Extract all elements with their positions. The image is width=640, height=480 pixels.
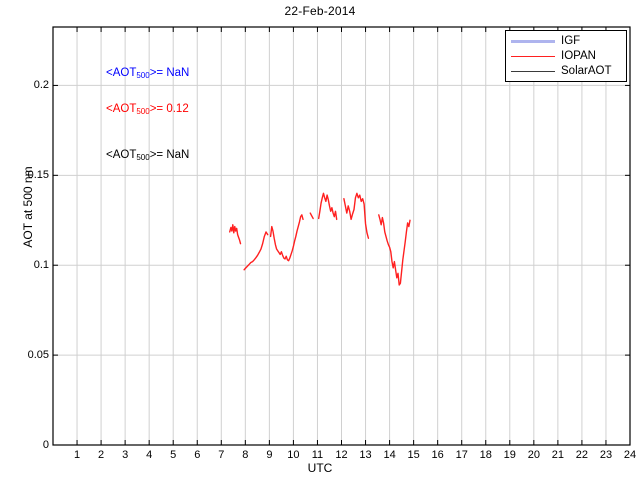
y-tick-0.05: 0.05 xyxy=(27,349,49,362)
x-tick-12: 12 xyxy=(335,449,348,461)
x-tick-8: 8 xyxy=(242,449,249,461)
x-tick-7: 7 xyxy=(218,449,225,461)
x-tick-4: 4 xyxy=(146,449,153,461)
x-tick-20: 20 xyxy=(527,449,540,461)
x-tick-22: 22 xyxy=(575,449,589,461)
annotation-igf-mean: <AOT500>= NaN xyxy=(106,67,190,80)
legend-swatch-solaraot-icon xyxy=(511,71,555,72)
legend-item-iopan[interactable]: IOPAN xyxy=(506,49,626,64)
x-tick-17: 17 xyxy=(455,449,468,461)
x-tick-14: 14 xyxy=(383,449,396,461)
series-iopan-segment-1 xyxy=(243,231,269,271)
x-tick-5: 5 xyxy=(170,449,177,461)
x-tick-9: 9 xyxy=(266,449,273,461)
series-iopan-segment-4 xyxy=(317,192,338,221)
annotation-solaraot-mean: <AOT500>= NaN xyxy=(106,149,190,162)
x-tick-3: 3 xyxy=(122,449,129,461)
x-tick-1: 1 xyxy=(73,449,81,461)
series-iopan-segment-0 xyxy=(229,224,242,245)
series-iopan-segment-3 xyxy=(309,212,314,220)
y-tick-0.15: 0.15 xyxy=(27,169,49,182)
x-tick-19: 19 xyxy=(503,449,516,461)
x-tick-10: 10 xyxy=(287,449,300,461)
y-tick-0.2: 0.2 xyxy=(33,79,49,92)
legend-item-solaraot[interactable]: SolarAOT xyxy=(506,64,626,79)
y-tick-0: 0 xyxy=(42,439,49,451)
x-tick-16: 16 xyxy=(431,449,444,461)
x-tick-6: 6 xyxy=(194,449,201,461)
legend-swatch-iopan-icon xyxy=(511,56,555,57)
annotation-iopan-mean: <AOT500>= 0.12 xyxy=(106,103,189,116)
x-tick-23: 23 xyxy=(599,449,613,461)
legend-label-iopan: IOPAN xyxy=(561,50,596,62)
legend-swatch-igf-icon xyxy=(511,40,555,43)
x-tick-2: 2 xyxy=(98,449,105,461)
x-tick-21: 21 xyxy=(551,449,564,461)
x-tick-15: 15 xyxy=(407,449,420,461)
legend-label-solaraot: SolarAOT xyxy=(561,65,612,77)
x-tick-24: 24 xyxy=(623,449,637,461)
x-tick-13: 13 xyxy=(359,449,372,461)
chart-title: 22-Feb-2014 xyxy=(284,4,356,18)
legend: IGF IOPAN SolarAOT xyxy=(505,30,627,82)
x-axis-label: UTC xyxy=(307,461,333,475)
series-iopan-segment-6 xyxy=(378,214,411,286)
series-iopan-segment-5 xyxy=(343,192,370,239)
series-iopan-segment-2 xyxy=(269,214,304,262)
legend-label-igf: IGF xyxy=(561,35,581,47)
x-tick-18: 18 xyxy=(479,449,492,461)
y-tick-0.1: 0.1 xyxy=(33,259,49,272)
x-tick-11: 11 xyxy=(311,449,324,461)
legend-item-igf[interactable]: IGF xyxy=(506,34,626,49)
